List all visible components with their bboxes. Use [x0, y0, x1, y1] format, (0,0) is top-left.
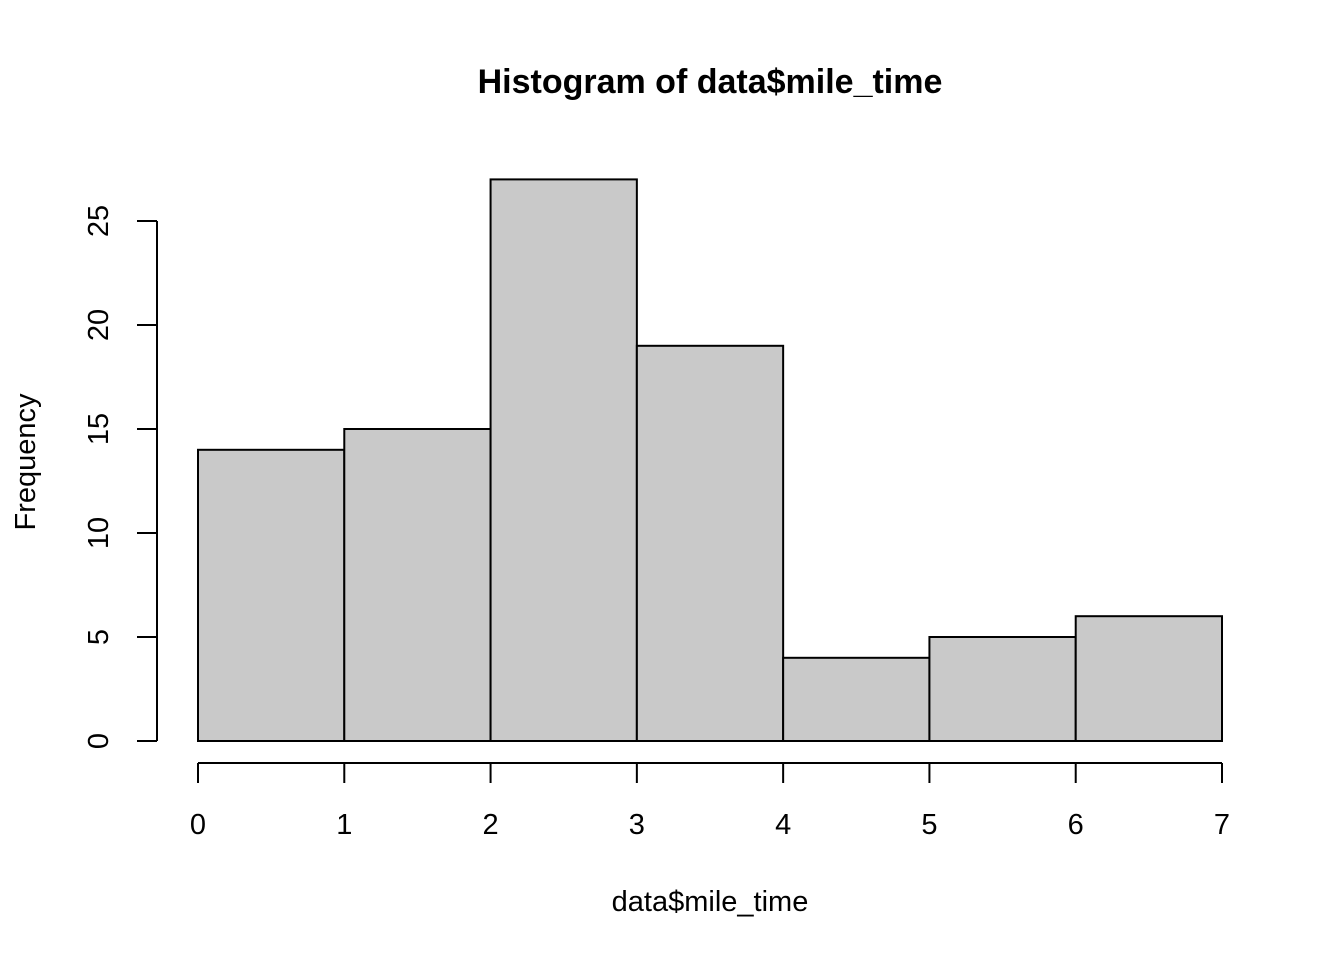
histogram-bar-5 — [928, 636, 1077, 742]
x-tick-label-6: 6 — [1068, 809, 1084, 841]
y-tick-label-0: 0 — [83, 733, 115, 749]
histogram-bar-4 — [782, 656, 931, 742]
x-axis: 0 1 2 3 4 5 6 7 — [190, 762, 1230, 841]
y-tick-label-3: 15 — [83, 413, 115, 445]
x-axis-title: data$mile_time — [612, 886, 809, 918]
x-tick-label-2: 2 — [483, 809, 499, 841]
histogram-bar-6 — [1074, 615, 1223, 743]
y-tick-label-4: 20 — [83, 309, 115, 341]
histogram-bar-2 — [489, 178, 638, 742]
chart-title: Histogram of data$mile_time — [478, 63, 943, 101]
y-tick-label-2: 10 — [83, 517, 115, 549]
histogram-bar-3 — [635, 344, 785, 742]
y-axis-title: Frequency — [10, 393, 42, 531]
x-tick-label-1: 1 — [336, 809, 352, 841]
y-tick-label-5: 25 — [83, 205, 115, 237]
bars-group — [197, 178, 1223, 743]
y-tick-label-1: 5 — [83, 629, 115, 645]
histogram-bar-1 — [343, 428, 492, 742]
histogram-bar-0 — [197, 448, 346, 742]
x-tick-label-4: 4 — [775, 809, 791, 841]
y-axis: 0 5 10 15 20 25 — [83, 205, 158, 749]
x-tick-label-0: 0 — [190, 809, 206, 841]
x-tick-label-7: 7 — [1214, 809, 1230, 841]
x-tick-label-3: 3 — [629, 809, 645, 841]
x-tick-label-5: 5 — [921, 809, 937, 841]
